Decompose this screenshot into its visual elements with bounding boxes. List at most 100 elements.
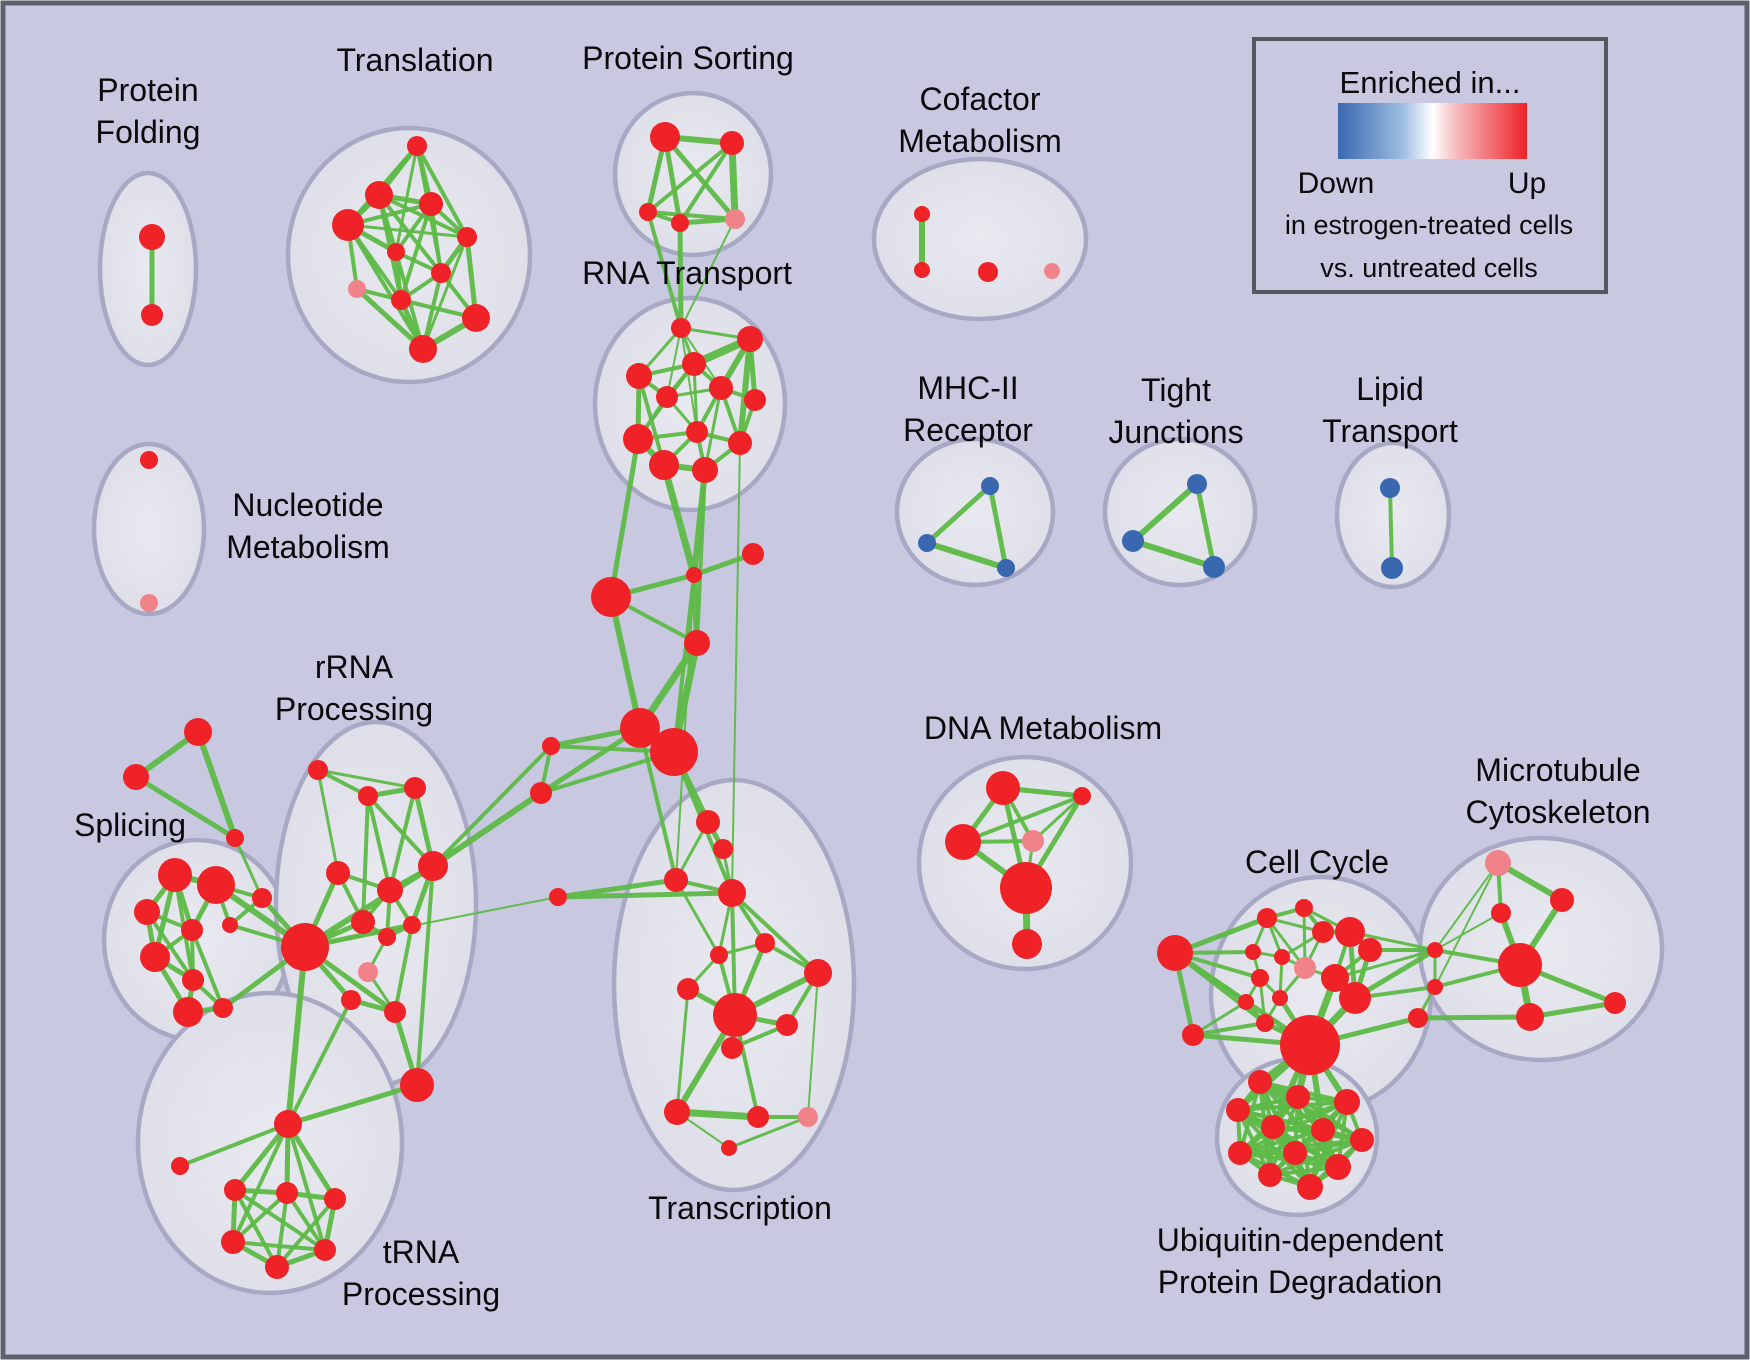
network-edge [646, 141, 734, 214]
network-node-up [1256, 1014, 1274, 1032]
network-node-up [1325, 1154, 1351, 1180]
network-node-down [981, 477, 999, 495]
network-edge [1415, 1014, 1533, 1021]
network-node-up [314, 1239, 336, 1261]
network-node-up [222, 917, 238, 933]
network-node-up [181, 919, 203, 941]
network-edge [388, 786, 417, 892]
network-node-up [1248, 1070, 1272, 1094]
network-node-up [224, 1179, 246, 1201]
network-node-up [171, 1157, 189, 1175]
network-node-up [123, 764, 149, 790]
network-node-up [418, 851, 448, 881]
network-edge [675, 574, 695, 881]
network-edge [1238, 1128, 1325, 1155]
cluster-label-dna-metabolism: DNA Metabolism [924, 710, 1162, 746]
network-node-up [1516, 1003, 1544, 1031]
network-edge [1130, 481, 1200, 544]
network-node-down [997, 559, 1015, 577]
network-node-up [377, 877, 403, 903]
network-edge [730, 891, 820, 975]
network-edge [680, 327, 698, 433]
network-edge [680, 218, 736, 329]
network-node-up [686, 567, 702, 583]
network-edge [924, 483, 993, 546]
network-node-up [718, 879, 746, 907]
network-node-up [457, 227, 477, 247]
network-edge [302, 863, 436, 950]
network-node-up [387, 243, 405, 261]
network-node-up [1335, 917, 1365, 947]
network-node-up [281, 923, 329, 971]
network-edge [608, 436, 641, 600]
network-edge [366, 794, 435, 868]
network-node-up [671, 318, 691, 338]
network-node-up [341, 990, 361, 1010]
network-node-up [419, 192, 443, 216]
cluster-label-tight-junctions: Tight Junctions [1108, 372, 1243, 450]
network-node-up [1498, 943, 1542, 987]
network-edge [1434, 862, 1499, 951]
network-node-up [308, 760, 328, 780]
network-edge [275, 1191, 289, 1269]
network-node-up [696, 810, 720, 834]
network-node-up [1257, 908, 1277, 928]
network-node-up [1604, 992, 1626, 1014]
network-edge [666, 327, 682, 398]
network-node-up [1358, 938, 1382, 962]
network-edge [430, 790, 544, 869]
network-edge [1194, 481, 1217, 570]
network-node-up [140, 942, 170, 972]
network-node-up [400, 1068, 434, 1102]
network-node-up [391, 290, 411, 310]
cluster-ellipse-cofactor-metabolism [871, 156, 1089, 322]
cluster-label-microtubule-cytoskeleton: Microtubule Cytoskeleton [1466, 752, 1651, 830]
network-node-up [378, 928, 396, 946]
network-node-up [737, 326, 763, 352]
network-node-up [184, 718, 212, 746]
network-edge [431, 744, 553, 868]
network-edge [807, 972, 819, 1118]
network-edge [1434, 862, 1499, 988]
cluster-label-trna-processing: tRNA Processing [342, 1234, 500, 1312]
network-node-up [1157, 935, 1193, 971]
network-node-up [1295, 899, 1313, 917]
network-node-up [664, 868, 688, 892]
cluster-ellipse-protein-folding [97, 170, 199, 368]
cluster-label-mhc-ii-receptor: MHC-II Receptor [903, 370, 1033, 448]
network-edge [285, 1191, 327, 1252]
network-node-up [549, 888, 567, 906]
network-node-up [1272, 990, 1288, 1006]
network-node-up [649, 450, 679, 480]
network-edge [1031, 794, 1084, 843]
network-edge [660, 461, 698, 579]
network-node-up [1321, 964, 1349, 992]
legend-gradient-bar [1338, 103, 1527, 159]
network-node-up [639, 203, 657, 221]
network-edge [1434, 912, 1502, 951]
network-node-up [945, 824, 981, 860]
network-node-slightly-up [798, 1107, 818, 1127]
network-edge [646, 210, 683, 330]
network-edge [286, 1122, 327, 1252]
network-node-up [1245, 944, 1261, 960]
network-node-up [776, 1014, 798, 1036]
network-node-up [274, 1110, 302, 1138]
network-node-up [530, 782, 552, 804]
cluster-label-rna-transport: RNA Transport [582, 255, 792, 291]
cluster-label-nucleotide-metabolism: Nucleotide Metabolism [226, 487, 390, 565]
network-node-up [744, 389, 766, 411]
network-node-up [358, 786, 378, 806]
cluster-label-transcription: Transcription [648, 1190, 832, 1226]
network-node-up [591, 577, 631, 617]
network-node-up [623, 424, 653, 454]
cluster-ellipse-microtubule-cytoskeleton [1417, 835, 1665, 1063]
network-edge [695, 468, 707, 645]
network-node-up [713, 993, 757, 1037]
network-node-down [1381, 557, 1403, 579]
network-edge [316, 768, 340, 875]
network-node-up [324, 1188, 346, 1210]
network-node-down [1203, 556, 1225, 578]
network-node-down [1122, 530, 1144, 552]
